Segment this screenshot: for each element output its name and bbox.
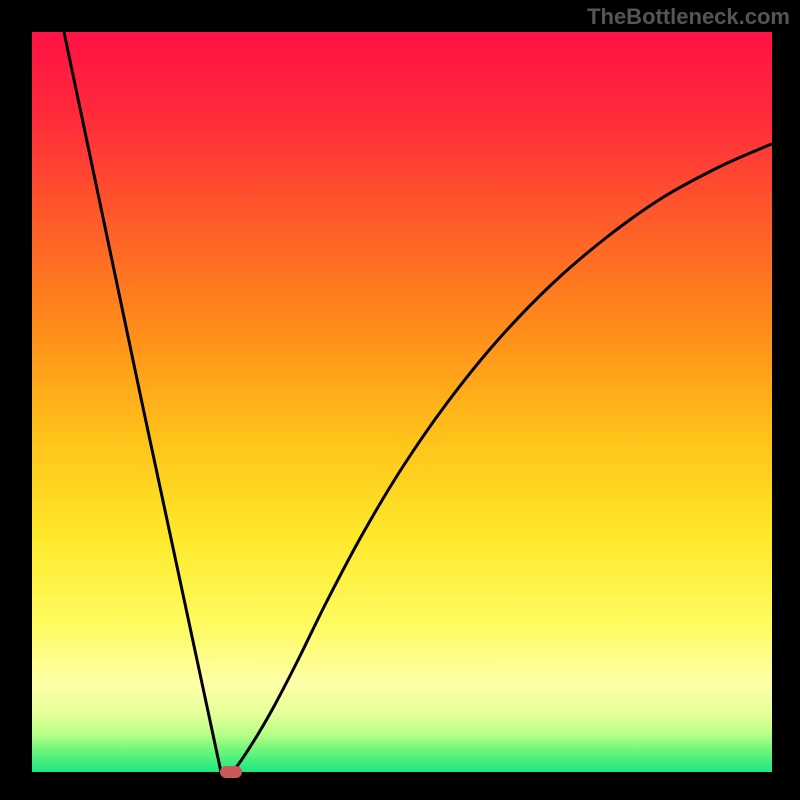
plot-area <box>32 32 772 772</box>
chart-canvas: TheBottleneck.com <box>0 0 800 800</box>
curve-svg <box>32 32 772 772</box>
optimum-marker <box>220 766 242 778</box>
watermark-label: TheBottleneck.com <box>587 4 790 30</box>
bottleneck-curve <box>64 32 772 772</box>
